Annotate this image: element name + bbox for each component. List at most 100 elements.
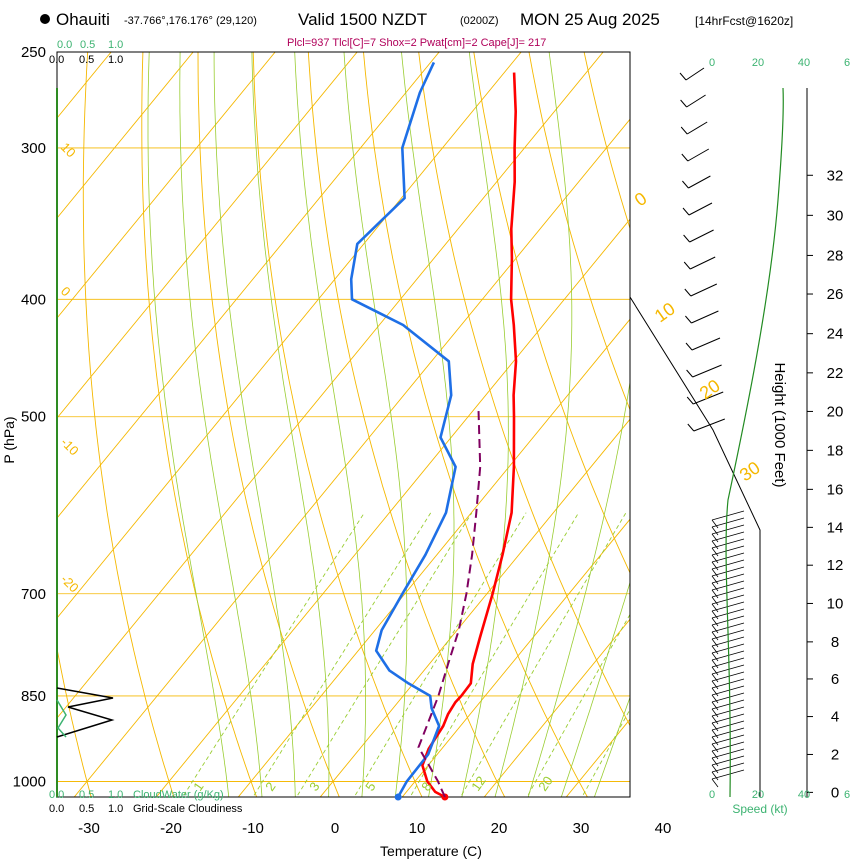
isotherm-line (155, 218, 630, 797)
moist-adiabat-line (213, 52, 296, 797)
dry-adiabat-line (583, 52, 630, 230)
wind-barb (711, 699, 745, 718)
wind-barb (711, 510, 745, 529)
wind-barb (711, 559, 745, 578)
station-coords: -37.766°,176.176° (29,120) (124, 15, 257, 27)
wind-barb (711, 594, 745, 613)
temp-tick-label: 40 (655, 820, 672, 837)
pressure-tick-label: 500 (21, 409, 46, 426)
isotherm-line (319, 418, 630, 797)
dewpoint-profile-line (349, 61, 457, 798)
height-tick-label: 30 (827, 207, 844, 224)
wind-barb (711, 727, 745, 746)
temp-tick-label: 30 (573, 820, 590, 837)
isotherm-label: 20 (696, 375, 724, 403)
height-tick-label: 20 (827, 403, 844, 420)
wind-barb (711, 720, 745, 739)
moist-adiabat-line (179, 52, 263, 797)
isotherm-label: 0 (631, 188, 651, 210)
parcel-profile-line (417, 406, 482, 798)
dry-adiabat-label: 0 (58, 284, 74, 300)
mixing-ratio-line (526, 613, 630, 797)
speed-scale-top-label: 20 (752, 57, 764, 69)
wind-barb (679, 67, 705, 81)
mixing-ratio-line (581, 708, 630, 797)
height-tick-label: 32 (827, 167, 844, 184)
isotherm-line (565, 718, 630, 797)
moist-adiabat-line (593, 696, 630, 797)
dry-adiabat-line (141, 52, 258, 797)
dry-adiabat-line (473, 52, 630, 574)
wind-barb (686, 391, 724, 405)
cloudiness-profile-line (56, 687, 115, 738)
zulu-time: (0200Z) (460, 15, 499, 27)
isotherm-line (57, 52, 604, 719)
pressure-tick-label: 300 (21, 140, 46, 157)
height-tick-label: 16 (827, 481, 844, 498)
speed-axis-title: Speed (kt) (732, 802, 787, 816)
grid-scale-bottom-label: 0.5 (79, 803, 94, 815)
isotherm-line (57, 52, 522, 619)
wind-barb (711, 538, 745, 557)
speed-scale-top-label: 40 (798, 57, 810, 69)
wind-barb (682, 175, 711, 189)
height-tick-label: 28 (827, 247, 844, 264)
wind-barb (685, 337, 721, 351)
wind-barb (711, 524, 745, 543)
wind-barb (711, 762, 745, 781)
isotherm-line (237, 318, 630, 797)
wind-barb (711, 671, 745, 690)
wind-barb (711, 545, 745, 564)
temp-tick-label: -30 (78, 820, 100, 837)
cloud-scale-top-label: 0.0 (57, 39, 72, 51)
dry-adiabat-line (82, 52, 175, 797)
isotherm-line (57, 52, 194, 219)
isotherm-line (57, 52, 276, 319)
station-name: Ohauiti (56, 10, 110, 29)
forecast-info: [14hrFcst@1620z] (695, 14, 794, 28)
dry-adiabat-line (634, 31, 850, 808)
temp-tick-label: 10 (409, 820, 426, 837)
moist-adiabat-line (343, 52, 408, 797)
dry-adiabat-line (363, 52, 588, 797)
cloud-scale-top-label: 0.5 (80, 39, 95, 51)
temp-tick-label: 20 (491, 820, 508, 837)
sounding-parameters: Plcl=937 Tlcl[C]=7 Shox=2 Pwat[cm]=2 Cap… (287, 37, 547, 49)
wind-barb (680, 121, 708, 135)
valid-date: MON 25 Aug 2025 (520, 10, 660, 29)
speed-scale-top-label: 0 (709, 57, 715, 69)
cloud-scale-bottom-label: 1.0 (108, 789, 123, 801)
wind-barb (711, 755, 745, 774)
speed-scale-bottom-label: 6 (844, 789, 850, 801)
x-axis-title: Temperature (C) (380, 843, 482, 859)
height-tick-label: 24 (827, 326, 844, 343)
mixing-ratio-line (353, 512, 527, 797)
dry-adiabat-label: -10 (58, 435, 82, 459)
wind-panel (629, 67, 784, 798)
height-curve-line (725, 87, 784, 798)
wind-barb (711, 664, 745, 683)
height-tick-label: 14 (827, 519, 844, 536)
wind-panel-border (629, 296, 761, 797)
pressure-tick-label: 700 (21, 586, 46, 603)
grid-scale-bottom-label: 0.0 (49, 803, 64, 815)
wind-barb (682, 202, 713, 216)
moist-adiabat-line (251, 52, 330, 797)
wind-barb (711, 657, 745, 676)
dry-adiabat-line (57, 645, 92, 797)
wind-barb (711, 552, 745, 571)
wind-barb (685, 310, 719, 324)
height-tick-label: 0 (831, 784, 839, 801)
dewpoint-surface-point (394, 793, 402, 801)
mixing-ratio-line (252, 512, 432, 797)
height-axis-title: Height (1000 Feet) (771, 362, 788, 487)
wind-barb (711, 531, 745, 550)
speed-scale-bottom-label: 20 (752, 789, 764, 801)
height-tick-label: 12 (827, 557, 844, 574)
wind-barb (711, 741, 745, 760)
speed-scale-bottom-label: 0 (709, 789, 715, 801)
mixing-ratio-label: 20 (535, 773, 556, 793)
dry-adiabat-line (528, 52, 630, 411)
wind-barb (711, 706, 745, 725)
